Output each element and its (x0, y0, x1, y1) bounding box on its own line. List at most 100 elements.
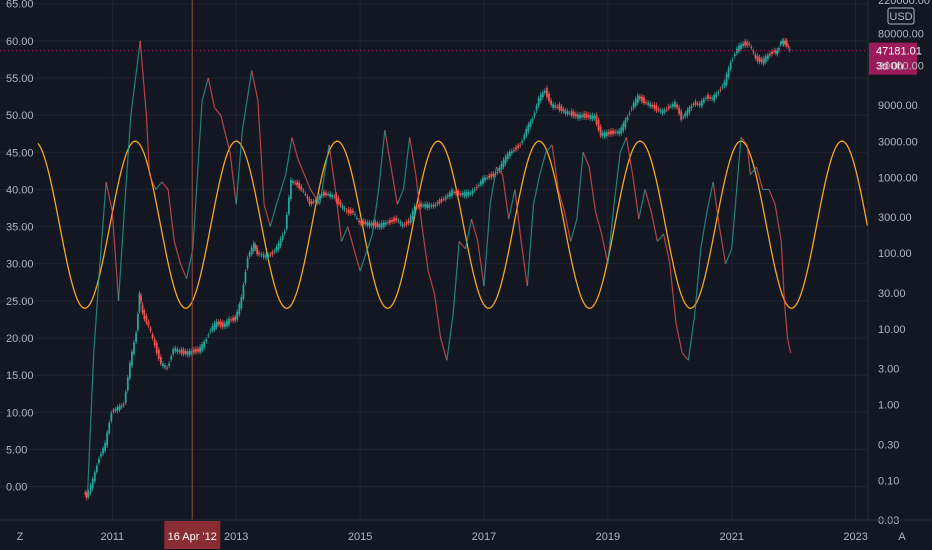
candle-body (570, 110, 573, 116)
candle-body (446, 195, 449, 198)
left-axis-tick-label: 0.00 (6, 482, 27, 494)
candle-body (168, 363, 171, 366)
oscillator-segment (786, 337, 792, 353)
candle-body (527, 124, 530, 132)
candle-body (711, 97, 714, 100)
candle-body (331, 195, 334, 198)
candle-body (254, 244, 257, 249)
candle-body (203, 341, 206, 348)
candle-body (632, 103, 635, 109)
corner-label-right: A (898, 531, 906, 543)
candle-body (172, 349, 175, 355)
candle-body (271, 252, 274, 255)
candle-body (442, 199, 445, 201)
candle-body (496, 172, 499, 174)
oscillator-segment (746, 144, 751, 175)
candle-body (740, 44, 742, 50)
candle-body (610, 130, 612, 135)
candle-body (91, 478, 94, 489)
oscillator-segment (458, 241, 466, 250)
candle-body (750, 47, 753, 49)
left-axis-tick-label: 55.00 (6, 73, 34, 85)
candle-body (607, 131, 610, 135)
candle-body (494, 174, 497, 176)
candle-body (230, 319, 232, 321)
left-axis-tick-label: 60.00 (6, 36, 34, 48)
candle-body (93, 472, 96, 482)
candle-body (535, 105, 538, 111)
oscillator-segment (427, 270, 435, 294)
candle-body (186, 351, 189, 356)
candle-body (112, 410, 115, 412)
candle-body (550, 100, 552, 106)
candle-body (382, 222, 385, 227)
candle-body (574, 113, 577, 117)
candle-body (731, 59, 734, 61)
candle-body (564, 110, 567, 114)
candle-body (595, 114, 598, 124)
oscillator-segment (712, 181, 720, 227)
oscillator-segment (613, 152, 621, 205)
candle-body (548, 93, 550, 102)
candle-body (577, 114, 579, 119)
oscillator-segment (251, 70, 259, 101)
oscillator-segment (471, 218, 479, 242)
candle-body (525, 128, 528, 136)
candle-body (126, 377, 129, 391)
candle-body (434, 204, 437, 206)
candle-body (665, 109, 668, 111)
grid-lines (0, 0, 868, 520)
candle-body (87, 491, 90, 497)
candle-body (128, 362, 131, 379)
candle-body (746, 41, 749, 46)
candle-body (308, 198, 311, 205)
candle-body (95, 465, 98, 472)
candle-body (296, 182, 299, 186)
candle-body (407, 220, 410, 224)
candle-body (349, 209, 352, 214)
oscillator-segment (650, 211, 658, 242)
candle-body (345, 210, 348, 212)
candle-body (630, 108, 633, 110)
candle-body (471, 190, 474, 195)
sine-wave-line (37, 140, 869, 309)
candle-body (490, 174, 493, 178)
oscillator-segment (783, 300, 789, 339)
candle-body (601, 132, 604, 137)
candle-body (182, 349, 185, 355)
last-price-countdown: 3d 0h (876, 61, 904, 73)
oscillator-segment (297, 159, 305, 175)
candle-body (428, 204, 431, 208)
candle-body (333, 196, 336, 198)
candle-body (461, 193, 464, 196)
right-axis-tick-label: 1000.00 (878, 172, 918, 184)
candle-body (453, 191, 455, 193)
candle-body (124, 392, 127, 403)
candle-body (395, 217, 398, 221)
candle-body (131, 351, 133, 366)
oscillator-segment (452, 241, 460, 316)
oscillator-segment (173, 241, 182, 264)
oscillator-segment (319, 144, 330, 205)
candle-body (758, 57, 761, 62)
oscillator-segment (421, 226, 429, 272)
candle-body (197, 348, 199, 352)
oscillator-segment (130, 40, 141, 116)
candle-body (603, 132, 606, 137)
oscillator-segment (415, 174, 423, 227)
candle-body (403, 224, 406, 226)
candle-body (659, 110, 662, 112)
candle-body (649, 103, 652, 107)
candle-body (372, 222, 375, 227)
oscillator-segment (594, 211, 603, 235)
sine-wave-path (37, 140, 869, 309)
candle-body (104, 443, 107, 451)
candle-body (242, 284, 245, 299)
candle-body (108, 422, 111, 434)
candle-body (541, 92, 544, 98)
candle-body (393, 218, 396, 222)
oscillator-segment (625, 137, 634, 175)
oscillator-segment (433, 293, 442, 339)
oscillator-segment (235, 129, 244, 205)
